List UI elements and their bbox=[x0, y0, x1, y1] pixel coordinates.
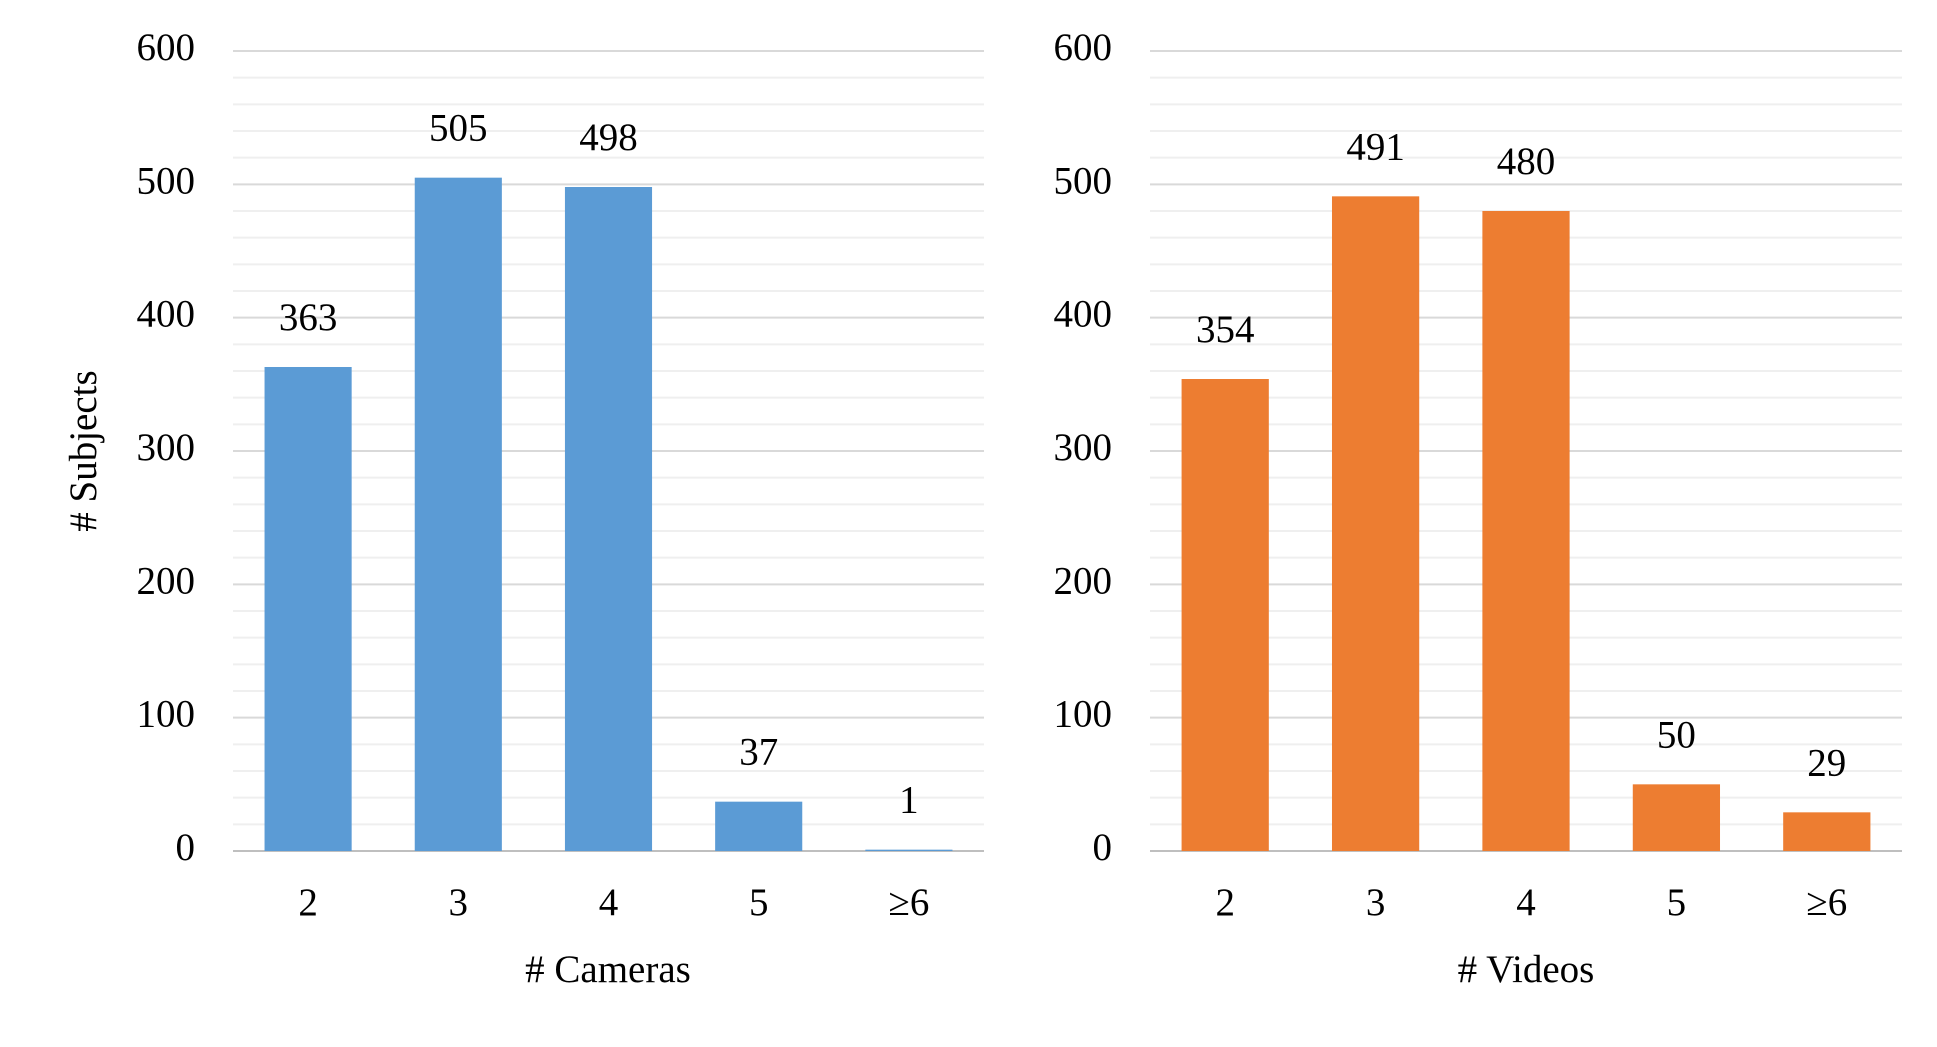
x-tick-label: 2 bbox=[298, 881, 318, 924]
x-axis-title: # Cameras bbox=[525, 948, 691, 991]
x-tick-label: ≥6 bbox=[888, 881, 929, 924]
y-tick-label: 300 bbox=[1054, 426, 1113, 469]
y-tick-label: 0 bbox=[176, 826, 196, 869]
bar bbox=[264, 367, 352, 851]
data-label: 354 bbox=[1196, 308, 1255, 351]
x-tick-label: 5 bbox=[749, 881, 769, 924]
bar bbox=[414, 177, 502, 851]
bar bbox=[1181, 379, 1269, 851]
data-label: 498 bbox=[579, 116, 638, 159]
x-tick-label: 3 bbox=[1366, 881, 1386, 924]
data-label: 480 bbox=[1497, 140, 1556, 183]
data-label: 505 bbox=[429, 107, 488, 150]
x-axis-title: # Videos bbox=[1458, 948, 1595, 991]
x-tick-label: 4 bbox=[1516, 881, 1536, 924]
data-label: 363 bbox=[279, 296, 338, 339]
data-label: 37 bbox=[739, 731, 778, 774]
x-tick-label: 3 bbox=[449, 881, 469, 924]
data-label: 491 bbox=[1346, 125, 1405, 168]
data-label: 29 bbox=[1807, 741, 1846, 784]
y-tick-label: 400 bbox=[137, 293, 196, 336]
y-tick-label: 600 bbox=[137, 26, 196, 69]
bar bbox=[1783, 812, 1871, 851]
data-label: 1 bbox=[899, 779, 919, 822]
y-tick-label: 600 bbox=[1054, 26, 1113, 69]
data-label: 50 bbox=[1657, 713, 1696, 756]
bar bbox=[564, 187, 653, 851]
bar bbox=[1482, 211, 1570, 851]
bar bbox=[865, 849, 953, 851]
y-tick-label: 300 bbox=[137, 426, 196, 469]
bar bbox=[715, 801, 803, 851]
x-tick-label: 4 bbox=[599, 881, 619, 924]
x-tick-label: ≥6 bbox=[1806, 881, 1847, 924]
y-tick-label: 500 bbox=[137, 159, 196, 202]
y-tick-label: 500 bbox=[1054, 159, 1113, 202]
y-tick-label: 0 bbox=[1093, 826, 1113, 869]
x-tick-label: 2 bbox=[1215, 881, 1235, 924]
y-tick-label: 100 bbox=[137, 693, 196, 736]
bar bbox=[1632, 784, 1721, 851]
y-tick-label: 100 bbox=[1054, 693, 1113, 736]
y-tick-label: 200 bbox=[137, 559, 196, 602]
x-tick-label: 5 bbox=[1667, 881, 1687, 924]
y-tick-label: 200 bbox=[1054, 559, 1113, 602]
bar bbox=[1331, 196, 1420, 852]
y-tick-label: 400 bbox=[1054, 293, 1113, 336]
y-axis-title: # Subjects bbox=[62, 370, 105, 531]
